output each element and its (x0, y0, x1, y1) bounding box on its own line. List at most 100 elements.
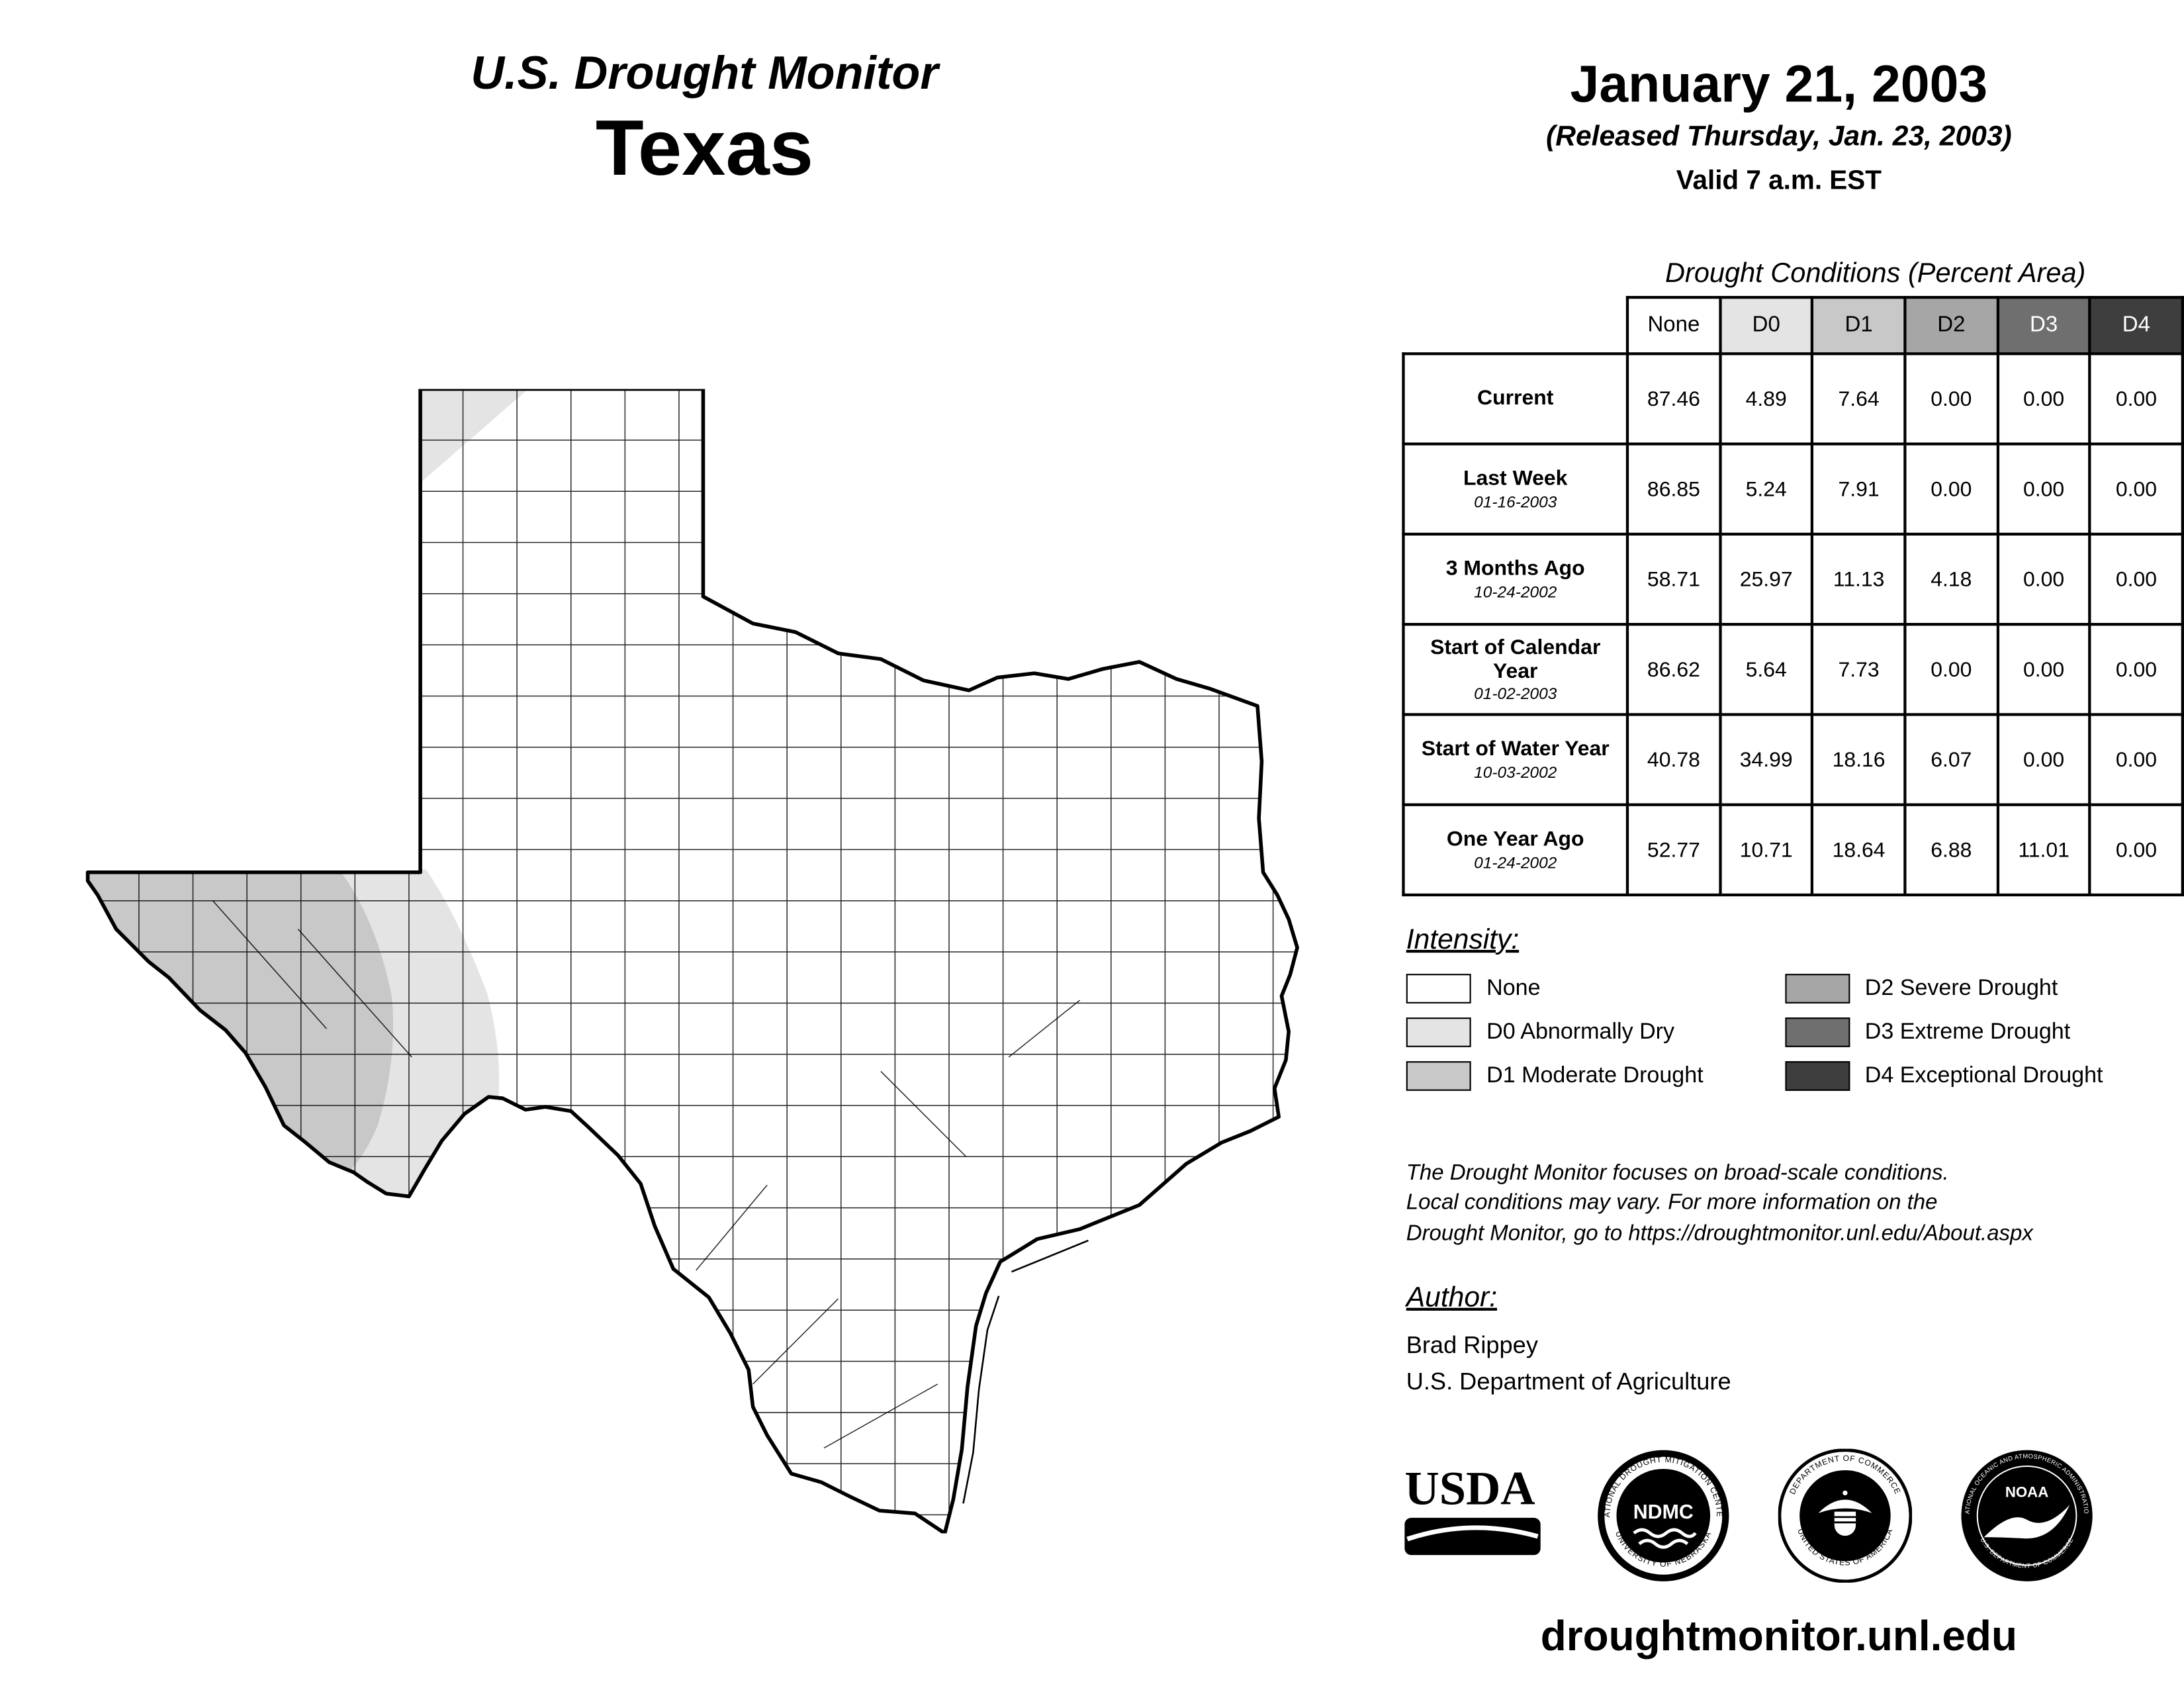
legend-label: D4 Exceptional Drought (1864, 1063, 2103, 1088)
cell-value: 0.00 (1903, 442, 1999, 536)
cell-value: 0.00 (1996, 442, 2092, 536)
cell-value: 0.00 (1903, 623, 1999, 716)
cell-value: 0.00 (2088, 352, 2184, 445)
legend-swatch-d0 (1406, 1017, 1471, 1047)
usda-logo-swoosh-line (1406, 1524, 1539, 1541)
doc-shield (1834, 1511, 1856, 1536)
ndmc-logo: NATIONAL DROUGHT MITIGATION CENTER UNIVE… (1596, 1449, 1729, 1581)
cell-value: 0.00 (1996, 623, 2092, 716)
cell-value: 0.00 (2088, 442, 2184, 536)
legend-swatch-d4 (1784, 1061, 1850, 1091)
row-label: Start of Calendar Year 01-02-2003 (1402, 623, 1629, 716)
barrier-island-matagorda (1011, 1239, 1089, 1273)
disclaimer-text: The Drought Monitor focuses on broad-sca… (1406, 1158, 2174, 1249)
cell-value: 7.64 (1811, 352, 1907, 445)
legend-heading: Intensity: (1406, 924, 1520, 956)
legend-label: D2 Severe Drought (1864, 976, 2058, 1000)
cell-value: 52.77 (1625, 803, 1721, 897)
table-corner-cell (1403, 297, 1627, 354)
doc-logo: DEPARTMENT OF COMMERCE UNITED STATES OF … (1778, 1448, 1913, 1583)
cell-value: 0.00 (2088, 532, 2184, 626)
cell-value: 10.71 (1718, 803, 1814, 897)
valid-time: Valid 7 a.m. EST (1676, 165, 1882, 196)
col-header-none: None (1625, 296, 1721, 355)
table-row-3-months-ago: 3 Months Ago 10-24-2002 58.71 25.97 11.13… (1402, 532, 2184, 626)
col-header-d1: D1 (1811, 296, 1907, 355)
legend-item-d2: D2 Severe Drought (1784, 974, 2163, 1004)
legend-swatch-none (1406, 974, 1471, 1004)
table-header-row: None D0 D1 D2 D3 D4 (1403, 296, 2184, 355)
row-label: One Year Ago 01-24-2002 (1402, 803, 1629, 897)
table-row-last-week: Last Week 01-16-2003 86.85 5.24 7.91 0.00… (1402, 442, 2184, 536)
cell-value: 6.07 (1903, 713, 1999, 806)
ndmc-logo-text: NDMC (1633, 1501, 1694, 1523)
col-header-d2: D2 (1903, 296, 1999, 355)
logo-row: USDA NATIONAL DROUGHT MITIGATION CENTER … (1402, 1448, 2169, 1583)
cell-value: 0.00 (1996, 713, 2092, 806)
cell-value: 18.16 (1811, 713, 1907, 806)
map-fill-layer (87, 389, 1298, 1534)
legend-label: D1 Moderate Drought (1486, 1063, 1704, 1088)
monitor-title: U.S. Drought Monitor (471, 46, 938, 99)
cell-value: 40.78 (1625, 713, 1721, 806)
legend-item-d0: D0 Abnormally Dry (1406, 1017, 1785, 1047)
noaa-logo-text: NOAA (2005, 1483, 2048, 1500)
ndmc-wave-1 (1633, 1528, 1697, 1538)
page-title: Texas (595, 103, 814, 193)
map-date: January 21, 2003 (1570, 55, 1988, 113)
usda-logo-text: USDA (1404, 1461, 1535, 1515)
texas-state-outline (85, 389, 1299, 1534)
county-diagonal-lines (212, 900, 1081, 1449)
noaa-outer-circle (1961, 1450, 2093, 1581)
cell-value: 0.00 (2088, 713, 2184, 806)
usda-logo-swoosh (1404, 1517, 1541, 1555)
author-name: Brad Rippey (1406, 1331, 1538, 1359)
doc-shield-stripes (1834, 1516, 1856, 1524)
barrier-island-padre (962, 1295, 1000, 1504)
intensity-legend: Intensity: None D0 Abnormally Dry D1 Mod… (1406, 925, 2163, 1091)
legend-column-right: D2 Severe Drought D3 Extreme Drought D4 … (1784, 974, 2163, 1091)
cell-value: 4.18 (1903, 532, 1999, 626)
right-header: January 21, 2003 (Released Thursday, Jan… (1395, 56, 2163, 197)
disclaimer-line: Drought Monitor, go to https://droughtmo… (1406, 1221, 2033, 1246)
ndmc-wave-2 (1638, 1538, 1689, 1549)
legend-columns: None D0 Abnormally Dry D1 Moderate Droug… (1406, 974, 2163, 1091)
legend-item-d3: D3 Extreme Drought (1784, 1017, 2163, 1047)
cell-value: 6.88 (1903, 803, 1999, 897)
cell-value: 5.64 (1718, 623, 1814, 716)
cell-value: 11.01 (1996, 803, 2092, 897)
legend-label: None (1486, 976, 1541, 1000)
disclaimer-line: Local conditions may vary. For more info… (1406, 1191, 1938, 1215)
footer-url: droughtmonitor.unl.edu (1540, 1613, 2017, 1660)
table-row-start-calendar-year: Start of Calendar Year 01-02-2003 86.62 5… (1402, 623, 2184, 716)
row-label: 3 Months Ago 10-24-2002 (1402, 532, 1629, 626)
usda-logo: USDA (1404, 1461, 1541, 1555)
col-header-d4: D4 (2088, 296, 2184, 355)
doc-star (1843, 1490, 1848, 1495)
cell-value: 86.85 (1625, 442, 1721, 536)
cell-value: 5.24 (1718, 442, 1814, 536)
author-org: U.S. Department of Agriculture (1406, 1368, 1731, 1396)
cell-value: 0.00 (1903, 352, 1999, 445)
cell-value: 87.46 (1625, 352, 1721, 445)
noaa-logo: NATIONAL OCEANIC AND ATMOSPHERIC ADMINIS… (1960, 1449, 2093, 1581)
cell-value: 0.00 (2088, 623, 2184, 716)
doc-eagle-wings (1818, 1499, 1872, 1513)
table-title: Drought Conditions (Percent Area) (1665, 258, 2086, 289)
cell-value: 34.99 (1718, 713, 1814, 806)
cell-value: 18.64 (1811, 803, 1907, 897)
col-header-d0: D0 (1718, 296, 1814, 355)
cell-value: 58.71 (1625, 532, 1721, 626)
legend-swatch-d3 (1784, 1017, 1850, 1047)
disclaimer-line: The Drought Monitor focuses on broad-sca… (1406, 1161, 1949, 1186)
cell-value: 0.00 (1996, 532, 2092, 626)
table-row-current: Current 87.46 4.89 7.64 0.00 0.00 0.00 (1402, 352, 2184, 445)
noaa-inner-ring (1976, 1465, 2077, 1566)
legend-swatch-d2 (1784, 974, 1850, 1004)
cell-value: 86.62 (1625, 623, 1721, 716)
row-label: Start of Water Year 10-03-2002 (1402, 713, 1629, 806)
row-label: Last Week 01-16-2003 (1402, 442, 1629, 536)
cell-value: 7.91 (1811, 442, 1907, 536)
